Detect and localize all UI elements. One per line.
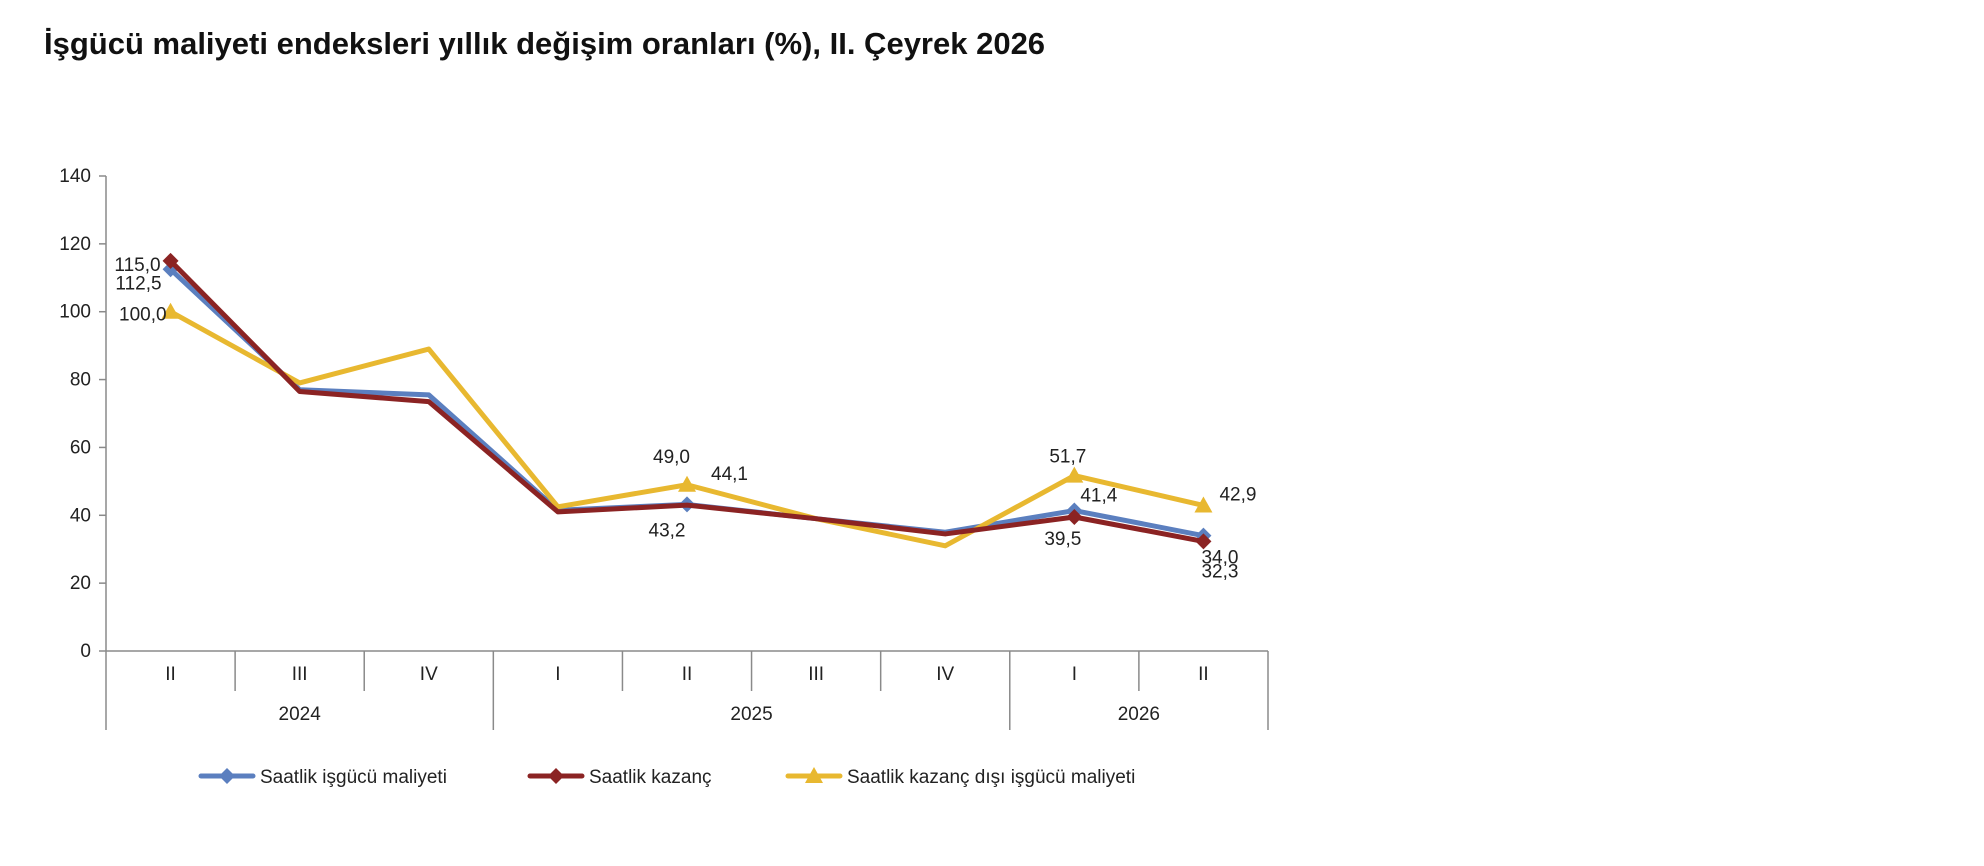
x-category-label: III bbox=[292, 664, 308, 685]
x-category-label: IV bbox=[420, 664, 438, 685]
y-tick-label: 60 bbox=[70, 437, 91, 458]
x-group-label: 2025 bbox=[730, 704, 772, 725]
y-tick-label: 20 bbox=[70, 573, 91, 594]
data-label: 51,7 bbox=[1049, 447, 1086, 468]
series-marker-3 bbox=[1194, 496, 1213, 513]
y-tick-label: 80 bbox=[70, 370, 91, 391]
legend-label: Saatlik işgücü maliyeti bbox=[260, 767, 447, 788]
y-tick-label: 100 bbox=[59, 302, 91, 323]
data-label: 115,0 bbox=[114, 255, 160, 276]
data-label: 112,5 bbox=[115, 273, 161, 294]
x-category-label: II bbox=[1198, 664, 1209, 685]
series-marker-3 bbox=[161, 302, 180, 319]
chart-series bbox=[161, 252, 1213, 550]
x-category-label: II bbox=[165, 664, 176, 685]
series-marker-3 bbox=[1065, 466, 1084, 483]
data-label: 34,0 bbox=[1201, 548, 1238, 569]
y-tick-label: 0 bbox=[80, 641, 91, 662]
legend-label: Saatlik kazanç bbox=[589, 767, 712, 788]
x-category-label: III bbox=[808, 664, 824, 685]
series-marker-2 bbox=[162, 252, 179, 269]
page-title: İşgücü maliyeti endeksleri yıllık değişi… bbox=[44, 26, 1046, 61]
legend-swatch-marker bbox=[219, 768, 235, 784]
x-category-label: IV bbox=[936, 664, 954, 685]
series-marker-2 bbox=[1195, 533, 1212, 550]
series-line-2 bbox=[168, 258, 1206, 544]
data-label: 49,0 bbox=[653, 447, 690, 468]
data-label: 43,2 bbox=[649, 520, 686, 541]
x-group-label: 2024 bbox=[279, 704, 322, 725]
x-category-label: I bbox=[1072, 664, 1077, 685]
y-tick-label: 140 bbox=[59, 166, 91, 187]
y-tick-label: 40 bbox=[70, 505, 91, 526]
legend-label: Saatlik kazanç dışı işgücü maliyeti bbox=[847, 767, 1135, 788]
data-label: 44,1 bbox=[711, 464, 748, 485]
data-label: 42,9 bbox=[1219, 484, 1256, 505]
chart-data-labels: 112,5 43,2 41,4 34,0 115,0 39,5 32,3 100,0 49,0 5… bbox=[114, 255, 1256, 583]
series-marker-2 bbox=[1066, 508, 1083, 525]
series-line-1 bbox=[168, 266, 1206, 539]
data-label: 39,5 bbox=[1044, 529, 1081, 550]
x-category-label: II bbox=[682, 664, 693, 685]
x-category-label: I bbox=[555, 664, 560, 685]
legend-swatch-marker bbox=[548, 768, 564, 784]
series-marker-3 bbox=[678, 475, 696, 492]
y-tick-label: 120 bbox=[59, 234, 91, 255]
legend-swatch-marker bbox=[805, 767, 823, 783]
data-label: 100,0 bbox=[119, 305, 167, 326]
data-label: 32,3 bbox=[1201, 561, 1238, 582]
x-group-label: 2026 bbox=[1118, 704, 1160, 725]
data-label: 41,4 bbox=[1080, 486, 1117, 507]
chart-legend: Saatlik işgücü maliyeti Saatlik kazanç Saa… bbox=[198, 767, 1135, 788]
